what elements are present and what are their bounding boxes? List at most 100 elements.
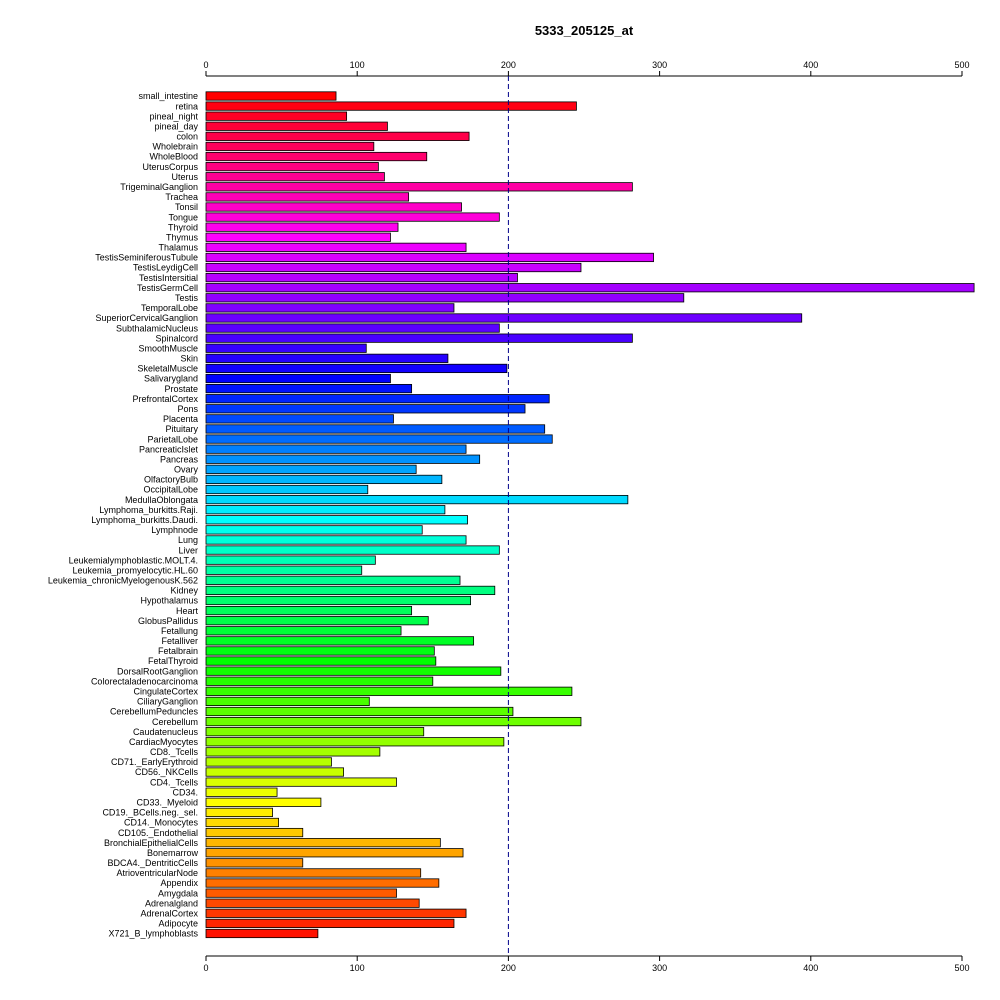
category-label: Colorectaladenocarcinoma xyxy=(91,676,198,686)
bar xyxy=(205,202,462,212)
bar xyxy=(205,101,577,111)
bar xyxy=(205,515,468,525)
category-label: CD33._Myeloid xyxy=(136,798,198,808)
bar xyxy=(205,212,500,222)
category-label: Fetalbrain xyxy=(158,646,198,656)
category-label: Adipocyte xyxy=(158,919,198,929)
bar xyxy=(205,333,633,343)
bar xyxy=(205,252,654,263)
bar xyxy=(205,817,279,828)
axis-tick-label: 100 xyxy=(350,963,365,973)
category-label: CD4._Tcells xyxy=(150,777,199,787)
category-label: Lymphnode xyxy=(151,525,198,535)
category-label: Thyroid xyxy=(168,222,198,232)
category-label: TestisIntersitial xyxy=(139,273,198,283)
category-label: PancreaticIslet xyxy=(139,444,199,454)
category-label: Placenta xyxy=(163,414,198,424)
category-label: Ovary xyxy=(174,465,199,475)
category-label: SkeletalMuscle xyxy=(137,364,198,374)
bar xyxy=(205,848,464,858)
category-label: CD34. xyxy=(172,787,198,797)
bar xyxy=(205,616,429,626)
category-label: CD14._Monocytes xyxy=(124,818,199,828)
bar xyxy=(205,273,518,283)
bar xyxy=(205,172,385,182)
category-label: Kidney xyxy=(170,586,198,596)
category-label: Tongue xyxy=(168,212,198,222)
category-label: X721_B_lymphoblasts xyxy=(108,929,198,939)
bar xyxy=(205,373,391,384)
bar xyxy=(205,394,550,404)
axis-tick-label: 500 xyxy=(954,60,969,70)
bar xyxy=(205,777,397,787)
axis-tick-label: 400 xyxy=(803,60,818,70)
axis-tick-label: 200 xyxy=(501,60,516,70)
category-label: Hypothalamus xyxy=(140,596,198,606)
category-label: colon xyxy=(176,132,198,142)
category-label: Leukemia_chronicMyelogenousK.562 xyxy=(48,576,198,586)
category-label: TemporalLobe xyxy=(141,303,198,313)
bar xyxy=(205,434,553,444)
category-label: CardiacMyocytes xyxy=(129,737,199,747)
bar xyxy=(205,706,514,717)
bar xyxy=(205,807,273,817)
bar xyxy=(205,716,582,727)
bar xyxy=(205,646,435,656)
bar xyxy=(205,525,423,535)
bar xyxy=(205,162,379,172)
bar xyxy=(205,283,975,293)
bar xyxy=(205,505,446,515)
bar xyxy=(205,747,381,757)
category-label: Spinalcord xyxy=(155,333,198,343)
category-label: DorsalRootGanglion xyxy=(117,666,198,676)
bar xyxy=(205,293,685,303)
bar xyxy=(205,676,434,686)
category-label: CD19._BCells.neg._sel. xyxy=(102,808,198,818)
bar xyxy=(205,555,376,565)
category-label: PrefrontalCortex xyxy=(132,394,198,404)
category-label: FetalThyroid xyxy=(148,656,198,666)
bar xyxy=(205,605,413,616)
bar xyxy=(205,343,367,353)
category-label: TestisSeminiferousTubule xyxy=(95,253,198,263)
category-label: Adrenalgland xyxy=(145,898,198,908)
bar xyxy=(205,928,319,939)
category-label: Pituitary xyxy=(165,424,198,434)
category-label: Trachea xyxy=(165,192,198,202)
axis-tick-label: 0 xyxy=(203,963,208,973)
axis-tick-label: 0 xyxy=(203,60,208,70)
category-label: Tonsil xyxy=(175,202,198,212)
category-label: Liver xyxy=(178,545,198,555)
bar xyxy=(205,494,629,505)
category-label: Skin xyxy=(180,354,198,364)
bar xyxy=(205,686,573,696)
bar xyxy=(205,838,441,848)
bar xyxy=(205,363,508,374)
bar xyxy=(205,757,332,767)
top-axis: 0 100 200 300 400 500 xyxy=(203,60,970,77)
category-label: Lymphoma_burkitts.Raji. xyxy=(99,505,198,515)
bar xyxy=(205,565,363,575)
chart-title: 5333_205125_at xyxy=(535,23,634,38)
bar xyxy=(205,313,803,323)
category-label: BDCA4._DentriticCells xyxy=(107,858,198,868)
axis-tick-label: 400 xyxy=(803,963,818,973)
category-label: CD56._NKCells xyxy=(135,767,199,777)
bar xyxy=(205,545,500,555)
bar xyxy=(205,111,348,121)
bar xyxy=(205,262,582,273)
bar xyxy=(205,192,410,202)
bottom-axis: 0 100 200 300 400 500 xyxy=(203,955,970,973)
category-label: Thalamus xyxy=(158,243,198,253)
category-label: pineal_night xyxy=(149,111,198,121)
category-label: Pancreas xyxy=(160,454,199,464)
category-label: Wholebrain xyxy=(152,142,198,152)
bar xyxy=(205,827,304,838)
category-label: WholeBlood xyxy=(149,152,198,162)
category-label: Thymus xyxy=(166,232,199,242)
bar xyxy=(205,595,472,606)
bar xyxy=(205,727,425,737)
bar xyxy=(205,737,505,747)
category-label: AtrioventricularNode xyxy=(116,868,198,878)
category-label: CiliaryGanglion xyxy=(137,697,198,707)
